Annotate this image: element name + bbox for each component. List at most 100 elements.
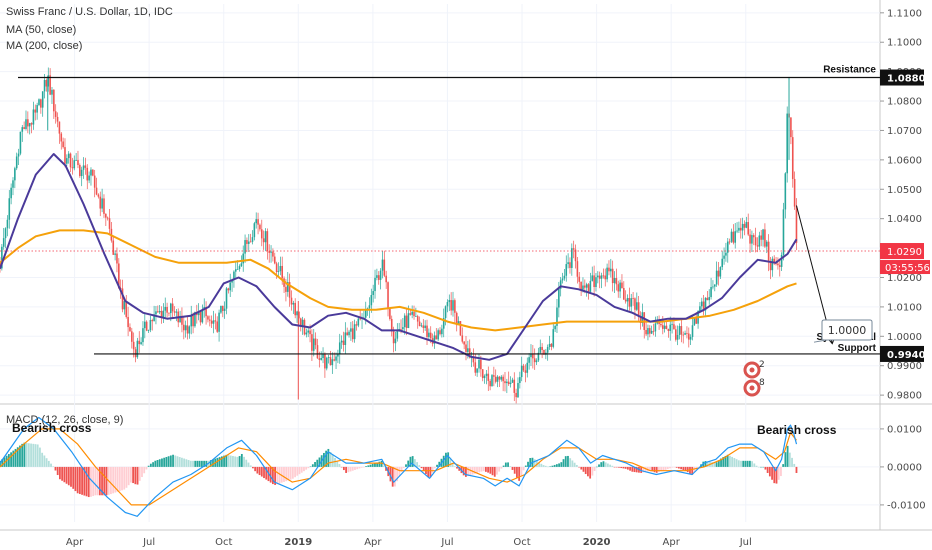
- macd-histogram-bar: [615, 466, 618, 468]
- candle-body: [116, 253, 118, 264]
- macd-histogram-bar: [427, 466, 430, 478]
- macd-histogram-bar: [538, 462, 541, 467]
- candle-body: [580, 281, 582, 290]
- candle-body: [413, 311, 415, 317]
- macd-histogram-bar: [484, 466, 487, 472]
- candle-body: [259, 224, 261, 230]
- candle-body: [157, 311, 159, 313]
- candle-body: [266, 231, 269, 252]
- macd-histogram-bar: [376, 462, 379, 467]
- candle-body: [288, 282, 291, 298]
- candle-body: [424, 325, 426, 328]
- candle-body: [132, 341, 135, 350]
- macd-histogram-bar: [467, 466, 470, 477]
- candle-body: [517, 383, 519, 398]
- candle-body: [47, 75, 50, 87]
- candle-body: [736, 230, 738, 232]
- candle-body: [253, 223, 256, 238]
- candle-body: [64, 147, 66, 164]
- candle-body: [786, 113, 788, 174]
- candle-body: [637, 302, 640, 317]
- candle-body: [465, 344, 467, 352]
- macd-histogram-bar: [542, 465, 545, 467]
- macd-histogram-bar: [564, 456, 567, 467]
- candle-body: [333, 359, 335, 361]
- macd-histogram-bar: [784, 452, 787, 467]
- macd-histogram-bar: [507, 462, 509, 467]
- candle-body: [483, 375, 486, 379]
- macd-histogram-bar: [365, 466, 367, 467]
- candle-body: [695, 318, 698, 324]
- candle-body: [348, 331, 350, 336]
- ma200-legend: MA (200, close): [6, 40, 83, 52]
- candle-body: [671, 324, 673, 326]
- candle-body: [34, 109, 37, 113]
- macd-histogram-bar: [16, 447, 19, 467]
- macd-histogram-bar: [369, 464, 372, 467]
- macd-histogram-bar: [433, 466, 436, 469]
- macd-histogram-bar: [682, 466, 685, 471]
- candle-body: [721, 258, 724, 268]
- macd-histogram-bar: [438, 461, 441, 467]
- candle-body: [246, 240, 248, 244]
- candle-body: [175, 311, 178, 313]
- macd-histogram-bar: [462, 466, 465, 476]
- candle-body: [394, 338, 397, 344]
- candle-body: [751, 235, 753, 244]
- macd-histogram-bar: [555, 464, 558, 467]
- support-label-line2: Support: [838, 343, 877, 354]
- candle-body: [741, 223, 744, 231]
- candle-body: [662, 325, 664, 329]
- candle-body: [732, 231, 735, 243]
- macd-histogram-bar: [125, 466, 128, 488]
- price-tick-label: 1.0800: [887, 97, 922, 108]
- macd-histogram-bar: [411, 456, 414, 467]
- macd-histogram-bar: [567, 455, 569, 467]
- candle-body: [454, 300, 456, 313]
- candle-body: [439, 330, 441, 335]
- resistance-tag-label: 1.0880: [887, 74, 926, 85]
- candle-body: [262, 238, 265, 243]
- candle-body: [541, 346, 543, 351]
- candle-body: [459, 321, 462, 336]
- macd-histogram-bar: [70, 466, 72, 487]
- candle-body: [90, 169, 92, 176]
- ma50-legend: MA (50, close): [6, 24, 77, 36]
- macd-histogram-bar: [422, 466, 425, 472]
- candle-body: [526, 362, 529, 373]
- macd-histogram-bar: [571, 460, 574, 467]
- macd-tick-label: 0.0100: [887, 424, 922, 435]
- macd-histogram-bar: [174, 455, 177, 467]
- candle-body: [158, 310, 161, 313]
- macd-histogram-bar: [61, 466, 64, 481]
- candle-body: [715, 270, 718, 285]
- macd-histogram-bar: [389, 466, 392, 482]
- macd-histogram-bar: [345, 466, 348, 473]
- macd-histogram-bar: [83, 466, 86, 496]
- candle-body: [1, 246, 3, 269]
- candle-body: [225, 288, 228, 309]
- candle-body: [630, 298, 633, 307]
- candle-body: [528, 357, 530, 363]
- candle-body: [504, 381, 506, 384]
- candle-body: [615, 278, 618, 285]
- candle-body: [626, 297, 629, 302]
- macd-histogram-bar: [112, 466, 115, 494]
- candle-body: [706, 297, 709, 301]
- candle-body: [149, 320, 152, 331]
- ma50-line: [0, 153, 798, 361]
- candle-body: [249, 241, 252, 243]
- candle-body: [411, 311, 413, 315]
- macd-histogram-bar: [604, 462, 607, 467]
- macd-histogram-bar: [41, 452, 44, 467]
- candle-body: [23, 127, 25, 129]
- macd-histogram-bar: [578, 466, 580, 468]
- candle-body: [49, 75, 51, 95]
- macd-histogram-bar: [684, 466, 687, 471]
- candle-body: [179, 315, 181, 323]
- macd-histogram-bar: [127, 466, 130, 486]
- macd-histogram-bar: [713, 462, 716, 467]
- candle-body: [277, 271, 280, 273]
- candle-body: [777, 263, 779, 266]
